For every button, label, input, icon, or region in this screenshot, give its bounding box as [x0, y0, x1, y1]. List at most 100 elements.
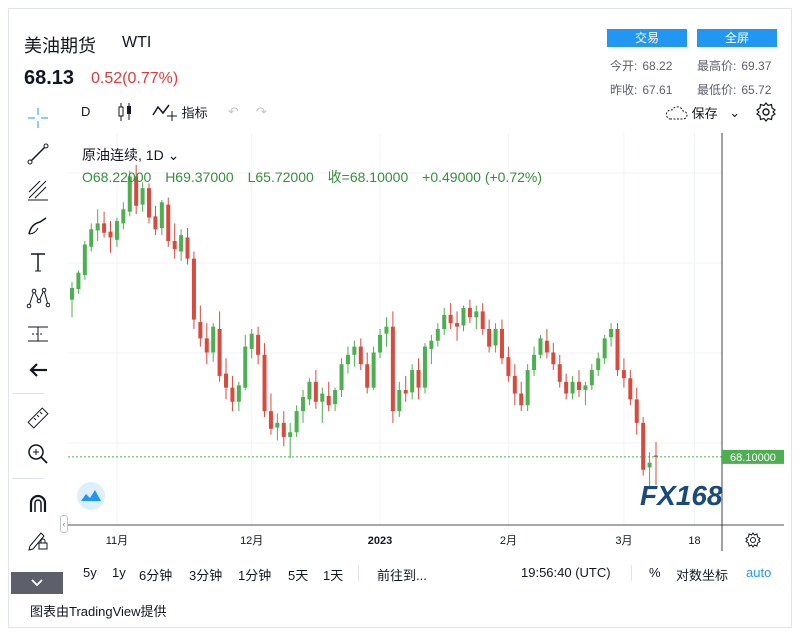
candle [480, 303, 485, 335]
candle [589, 364, 594, 391]
x-tick-label: 2023 [368, 535, 392, 547]
candle [358, 338, 363, 371]
candle [211, 323, 216, 362]
attribution[interactable]: 图表由TradingView提供 [30, 604, 167, 619]
range-1y[interactable]: 1y [112, 565, 126, 580]
candle [519, 381, 524, 412]
candle-body [576, 381, 581, 391]
candle [224, 358, 229, 400]
stat-low: 最低价: 65.72 [697, 83, 772, 97]
grid [68, 133, 722, 525]
candle-type-icon[interactable] [116, 102, 134, 125]
candle-body [217, 329, 222, 376]
candle [345, 346, 350, 374]
candle-body [628, 378, 633, 400]
candle [416, 358, 421, 400]
candle [140, 182, 145, 212]
candle-body [288, 432, 293, 437]
candle-body [243, 346, 248, 388]
back-arrow-icon[interactable] [22, 354, 54, 386]
indicators-button[interactable]: 指标 [152, 102, 208, 122]
candle-body [589, 370, 594, 386]
candle [288, 422, 293, 459]
undo-icon[interactable]: ↶ [228, 104, 239, 119]
candle [243, 334, 248, 391]
log-scale-toggle[interactable]: 对数坐标 [676, 568, 729, 583]
tv-logo-icon [77, 482, 105, 510]
candle-body [378, 334, 383, 353]
candle [114, 217, 119, 247]
percent-toggle[interactable]: % [649, 565, 661, 580]
zoom-in-icon[interactable] [22, 438, 54, 470]
text-tool-icon[interactable] [22, 246, 54, 278]
candle [268, 393, 273, 435]
candle [249, 329, 254, 359]
series-name[interactable]: 原油连续, 1D ⌄ [82, 147, 180, 163]
magnet-icon[interactable] [22, 488, 54, 520]
goto-date-button[interactable]: 前往到... [377, 568, 427, 583]
candle [467, 299, 472, 324]
chart-area[interactable]: 11月 12月 2023 2月 3月 18 68.10000 FX168 [68, 133, 784, 551]
candle-body [307, 381, 312, 400]
range-5d[interactable]: 5天 [288, 568, 309, 583]
candle-body [397, 390, 402, 412]
candle-body [127, 176, 132, 212]
candle [275, 413, 280, 441]
candle-body [435, 329, 440, 341]
candle [76, 270, 81, 294]
x-tick-label: 2月 [500, 535, 517, 547]
candle-body [602, 338, 607, 359]
interval-selector[interactable]: D [81, 104, 91, 119]
x-tick-label: 11月 [106, 535, 128, 547]
expand-panel-handle[interactable]: ‹ [60, 515, 68, 533]
candlestick-chart[interactable]: 11月 12月 2023 2月 3月 18 68.10000 FX168 [68, 133, 784, 551]
pattern-tool-icon[interactable] [22, 282, 54, 314]
trade-button[interactable]: 交易 [607, 29, 687, 47]
measure-range-icon[interactable] [22, 318, 54, 350]
candle [525, 364, 530, 412]
candle-body [320, 393, 325, 402]
auto-scale-toggle[interactable]: auto [746, 565, 772, 580]
candle [262, 343, 267, 417]
range-3m[interactable]: 3分钟 [189, 568, 223, 583]
axis-settings-icon [745, 532, 761, 548]
fib-tool-icon[interactable] [22, 174, 54, 206]
candle [172, 223, 177, 259]
crosshair-icon[interactable] [22, 102, 54, 134]
candle [320, 387, 325, 423]
candle-body [236, 385, 241, 402]
candle-body [262, 354, 267, 412]
candle [185, 228, 190, 265]
range-1m[interactable]: 1分钟 [238, 568, 272, 583]
ruler-icon[interactable] [22, 402, 54, 434]
lock-drawing-icon[interactable] [22, 524, 54, 556]
candle-body [89, 229, 94, 247]
candle [641, 417, 646, 476]
collapse-toolbar-button[interactable] [11, 572, 63, 594]
candle-body [211, 326, 216, 353]
settings-gear-icon[interactable] [756, 102, 776, 125]
candle [281, 411, 286, 447]
candle-body [525, 370, 530, 406]
candle [217, 311, 222, 382]
save-button[interactable]: 保存 ⌄ [664, 103, 740, 122]
candle [422, 343, 427, 394]
separator [358, 565, 359, 581]
range-1d[interactable]: 1天 [323, 568, 344, 583]
candle [352, 340, 357, 367]
candle [121, 202, 126, 230]
candle [493, 323, 498, 353]
brush-icon[interactable] [22, 210, 54, 242]
range-5y[interactable]: 5y [83, 565, 97, 580]
range-6m[interactable]: 6分钟 [139, 568, 173, 583]
fullscreen-button[interactable]: 全屏 [697, 29, 777, 47]
candle [615, 323, 620, 376]
candle-body [641, 422, 646, 470]
legend-change: +0.49000 (+0.72%) [422, 169, 543, 185]
candle [602, 334, 607, 365]
redo-icon[interactable]: ↷ [256, 104, 267, 119]
clock-time[interactable]: 19:56:40 (UTC) [521, 565, 611, 580]
candle-body [339, 364, 344, 391]
candle [390, 311, 395, 423]
trend-line-icon[interactable] [22, 138, 54, 170]
